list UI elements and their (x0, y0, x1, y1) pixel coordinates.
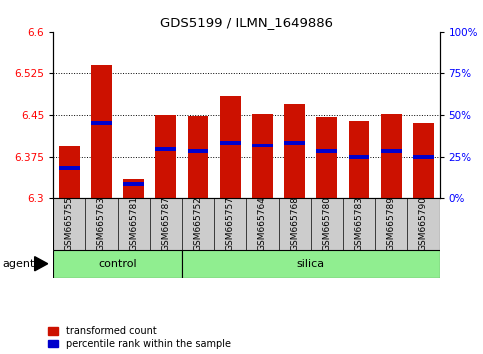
Bar (53, 250, 182, 278)
Text: GSM665763: GSM665763 (97, 196, 106, 251)
Bar (252, 114, 273, 198)
Bar (349, 121, 369, 198)
Bar (316, 149, 337, 153)
Bar (316, 117, 337, 198)
Bar (187, 116, 209, 198)
Bar (187, 149, 209, 153)
Text: GSM665752: GSM665752 (194, 196, 202, 251)
Text: GSM665789: GSM665789 (387, 196, 396, 251)
Bar (123, 179, 144, 198)
Text: agent: agent (2, 259, 35, 269)
Bar (284, 141, 305, 145)
Bar (59, 145, 80, 198)
Bar (182, 250, 440, 278)
Text: GSM665757: GSM665757 (226, 196, 235, 251)
Bar (413, 155, 434, 159)
Bar (284, 104, 305, 198)
Text: control: control (98, 259, 137, 269)
Text: GSM665790: GSM665790 (419, 196, 428, 251)
Bar (413, 124, 434, 198)
Bar (59, 166, 80, 170)
Bar (91, 65, 112, 198)
Bar (349, 155, 369, 159)
Bar (252, 144, 273, 148)
Bar (220, 96, 241, 198)
Title: GDS5199 / ILMN_1649886: GDS5199 / ILMN_1649886 (160, 16, 333, 29)
Text: silica: silica (297, 259, 325, 269)
Text: GSM665783: GSM665783 (355, 196, 364, 251)
Bar (123, 182, 144, 186)
Bar (91, 121, 112, 125)
Text: GSM665764: GSM665764 (258, 196, 267, 251)
Text: GSM665781: GSM665781 (129, 196, 138, 251)
Bar (156, 115, 176, 198)
Text: GSM665780: GSM665780 (322, 196, 331, 251)
Bar (381, 114, 402, 198)
Polygon shape (35, 257, 48, 271)
Bar (381, 149, 402, 153)
Text: GSM665755: GSM665755 (65, 196, 74, 251)
Text: GSM665768: GSM665768 (290, 196, 299, 251)
Bar (156, 148, 176, 152)
Legend: transformed count, percentile rank within the sample: transformed count, percentile rank withi… (48, 326, 231, 349)
Text: GSM665787: GSM665787 (161, 196, 170, 251)
Bar (220, 141, 241, 145)
